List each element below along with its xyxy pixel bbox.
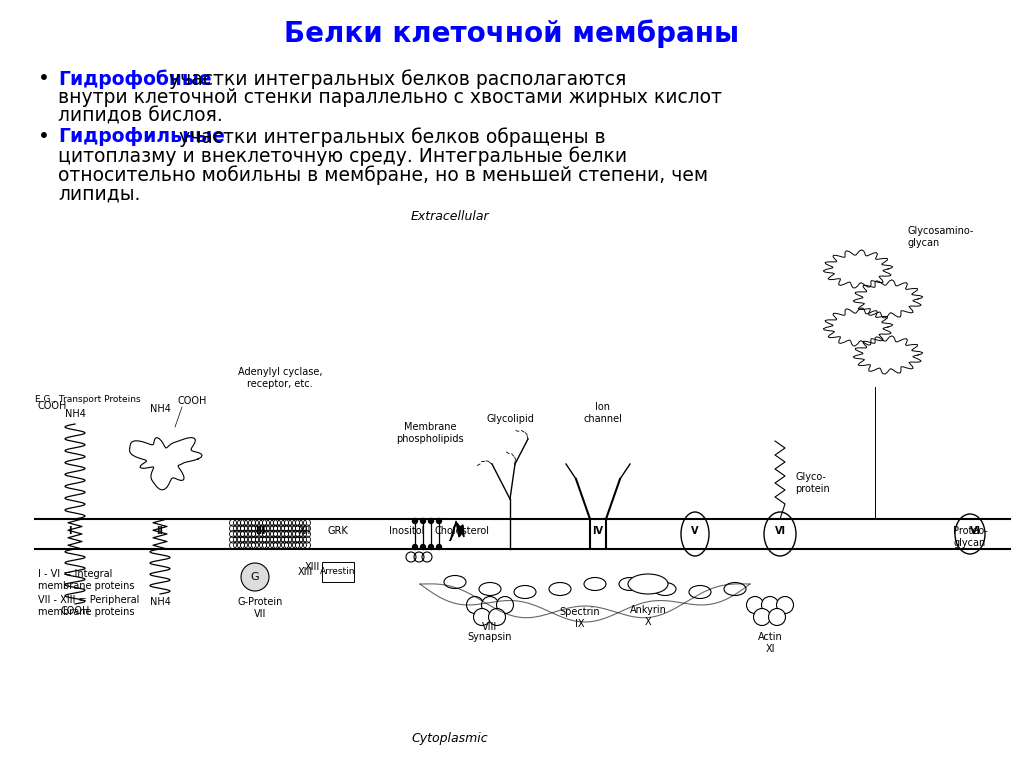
Circle shape — [754, 608, 770, 626]
Text: внутри клеточной стенки параллельно с хвостами жирных кислот: внутри клеточной стенки параллельно с хв… — [58, 88, 722, 107]
Circle shape — [481, 597, 499, 614]
Circle shape — [436, 545, 441, 549]
Text: Cholesterol: Cholesterol — [434, 526, 489, 536]
Circle shape — [421, 518, 426, 524]
Text: Actin
XI: Actin XI — [758, 632, 782, 653]
Text: липиды.: липиды. — [58, 184, 140, 203]
Circle shape — [473, 608, 490, 626]
Text: Гидрофильные: Гидрофильные — [58, 127, 225, 146]
Ellipse shape — [514, 585, 536, 598]
Text: NH4: NH4 — [150, 597, 170, 607]
Ellipse shape — [444, 575, 466, 588]
Text: VI: VI — [774, 526, 785, 536]
Text: IV: IV — [593, 526, 603, 536]
Circle shape — [436, 518, 441, 524]
Text: I: I — [69, 526, 72, 536]
Text: относительно мобильны в мембране, но в меньшей степени, чем: относительно мобильны в мембране, но в м… — [58, 165, 709, 185]
Text: Inositol: Inositol — [389, 526, 425, 536]
Circle shape — [413, 518, 418, 524]
Text: Glycosamino-
glycan: Glycosamino- glycan — [908, 226, 975, 248]
Text: VIII: VIII — [482, 622, 498, 632]
Ellipse shape — [628, 574, 668, 594]
Text: Гидрофобные: Гидрофобные — [58, 69, 212, 88]
Text: G-Protein
VII: G-Protein VII — [238, 597, 283, 619]
Circle shape — [768, 608, 785, 626]
Ellipse shape — [689, 585, 711, 598]
Text: COOH: COOH — [60, 606, 90, 616]
Text: Synapsin: Synapsin — [468, 632, 512, 642]
Text: GRK: GRK — [327, 526, 348, 536]
Text: Arrestin: Arrestin — [321, 568, 355, 577]
Text: II: II — [157, 526, 164, 536]
Ellipse shape — [955, 514, 985, 554]
Circle shape — [497, 597, 513, 614]
Text: VII - XIII = Peripheral
membrane proteins: VII - XIII = Peripheral membrane protein… — [38, 595, 139, 617]
Text: NH4: NH4 — [65, 409, 85, 419]
Text: Proteo-
glycan: Proteo- glycan — [952, 526, 987, 548]
Text: XII: XII — [299, 526, 311, 536]
Text: Cytoplasmic: Cytoplasmic — [412, 732, 488, 745]
Text: III: III — [255, 526, 265, 536]
Ellipse shape — [764, 512, 796, 556]
Text: COOH: COOH — [178, 396, 208, 406]
Ellipse shape — [584, 578, 606, 591]
Circle shape — [746, 597, 764, 614]
Circle shape — [488, 608, 506, 626]
Ellipse shape — [549, 582, 571, 595]
Polygon shape — [450, 521, 464, 541]
Ellipse shape — [479, 582, 501, 595]
Text: VI: VI — [970, 526, 981, 536]
Text: Белки клеточной мембраны: Белки клеточной мембраны — [285, 19, 739, 48]
Text: участки интегральных белков располагаются: участки интегральных белков располагаютс… — [163, 69, 627, 89]
Ellipse shape — [724, 582, 746, 595]
Circle shape — [467, 597, 483, 614]
Text: Ankyrin
X: Ankyrin X — [630, 605, 667, 627]
Text: Glyco-
protein: Glyco- protein — [795, 472, 829, 494]
Circle shape — [413, 545, 418, 549]
Text: •: • — [38, 127, 50, 146]
Circle shape — [241, 563, 269, 591]
Text: Membrane
phospholipids: Membrane phospholipids — [396, 423, 464, 444]
Circle shape — [762, 597, 778, 614]
Text: цитоплазму и внеклеточную среду. Интегральные белки: цитоплазму и внеклеточную среду. Интегра… — [58, 146, 627, 166]
Circle shape — [428, 518, 433, 524]
Text: Glycolipid: Glycolipid — [486, 414, 534, 424]
Text: V: V — [691, 526, 698, 536]
Ellipse shape — [618, 578, 641, 591]
Circle shape — [776, 597, 794, 614]
Ellipse shape — [681, 512, 709, 556]
Text: участки интегральных белков обращены в: участки интегральных белков обращены в — [173, 127, 605, 146]
Text: XIII: XIII — [305, 562, 319, 572]
Text: Extracellular: Extracellular — [411, 210, 489, 223]
Text: Ion
channel: Ion channel — [584, 403, 623, 424]
Text: XIII: XIII — [297, 567, 312, 577]
Text: липидов бислоя.: липидов бислоя. — [58, 107, 223, 126]
Text: COOH: COOH — [38, 401, 67, 411]
Circle shape — [421, 545, 426, 549]
Text: G: G — [251, 572, 259, 582]
Text: Spectrin
IX: Spectrin IX — [560, 607, 600, 629]
Text: NH4: NH4 — [150, 404, 171, 414]
Text: •: • — [38, 69, 50, 88]
Text: E.G., Transport Proteins: E.G., Transport Proteins — [35, 395, 140, 404]
Circle shape — [428, 545, 433, 549]
Text: I - VI = Integral
membrane proteins: I - VI = Integral membrane proteins — [38, 569, 134, 591]
Ellipse shape — [654, 582, 676, 595]
Text: Adenylyl cyclase,
receptor, etc.: Adenylyl cyclase, receptor, etc. — [238, 367, 323, 389]
